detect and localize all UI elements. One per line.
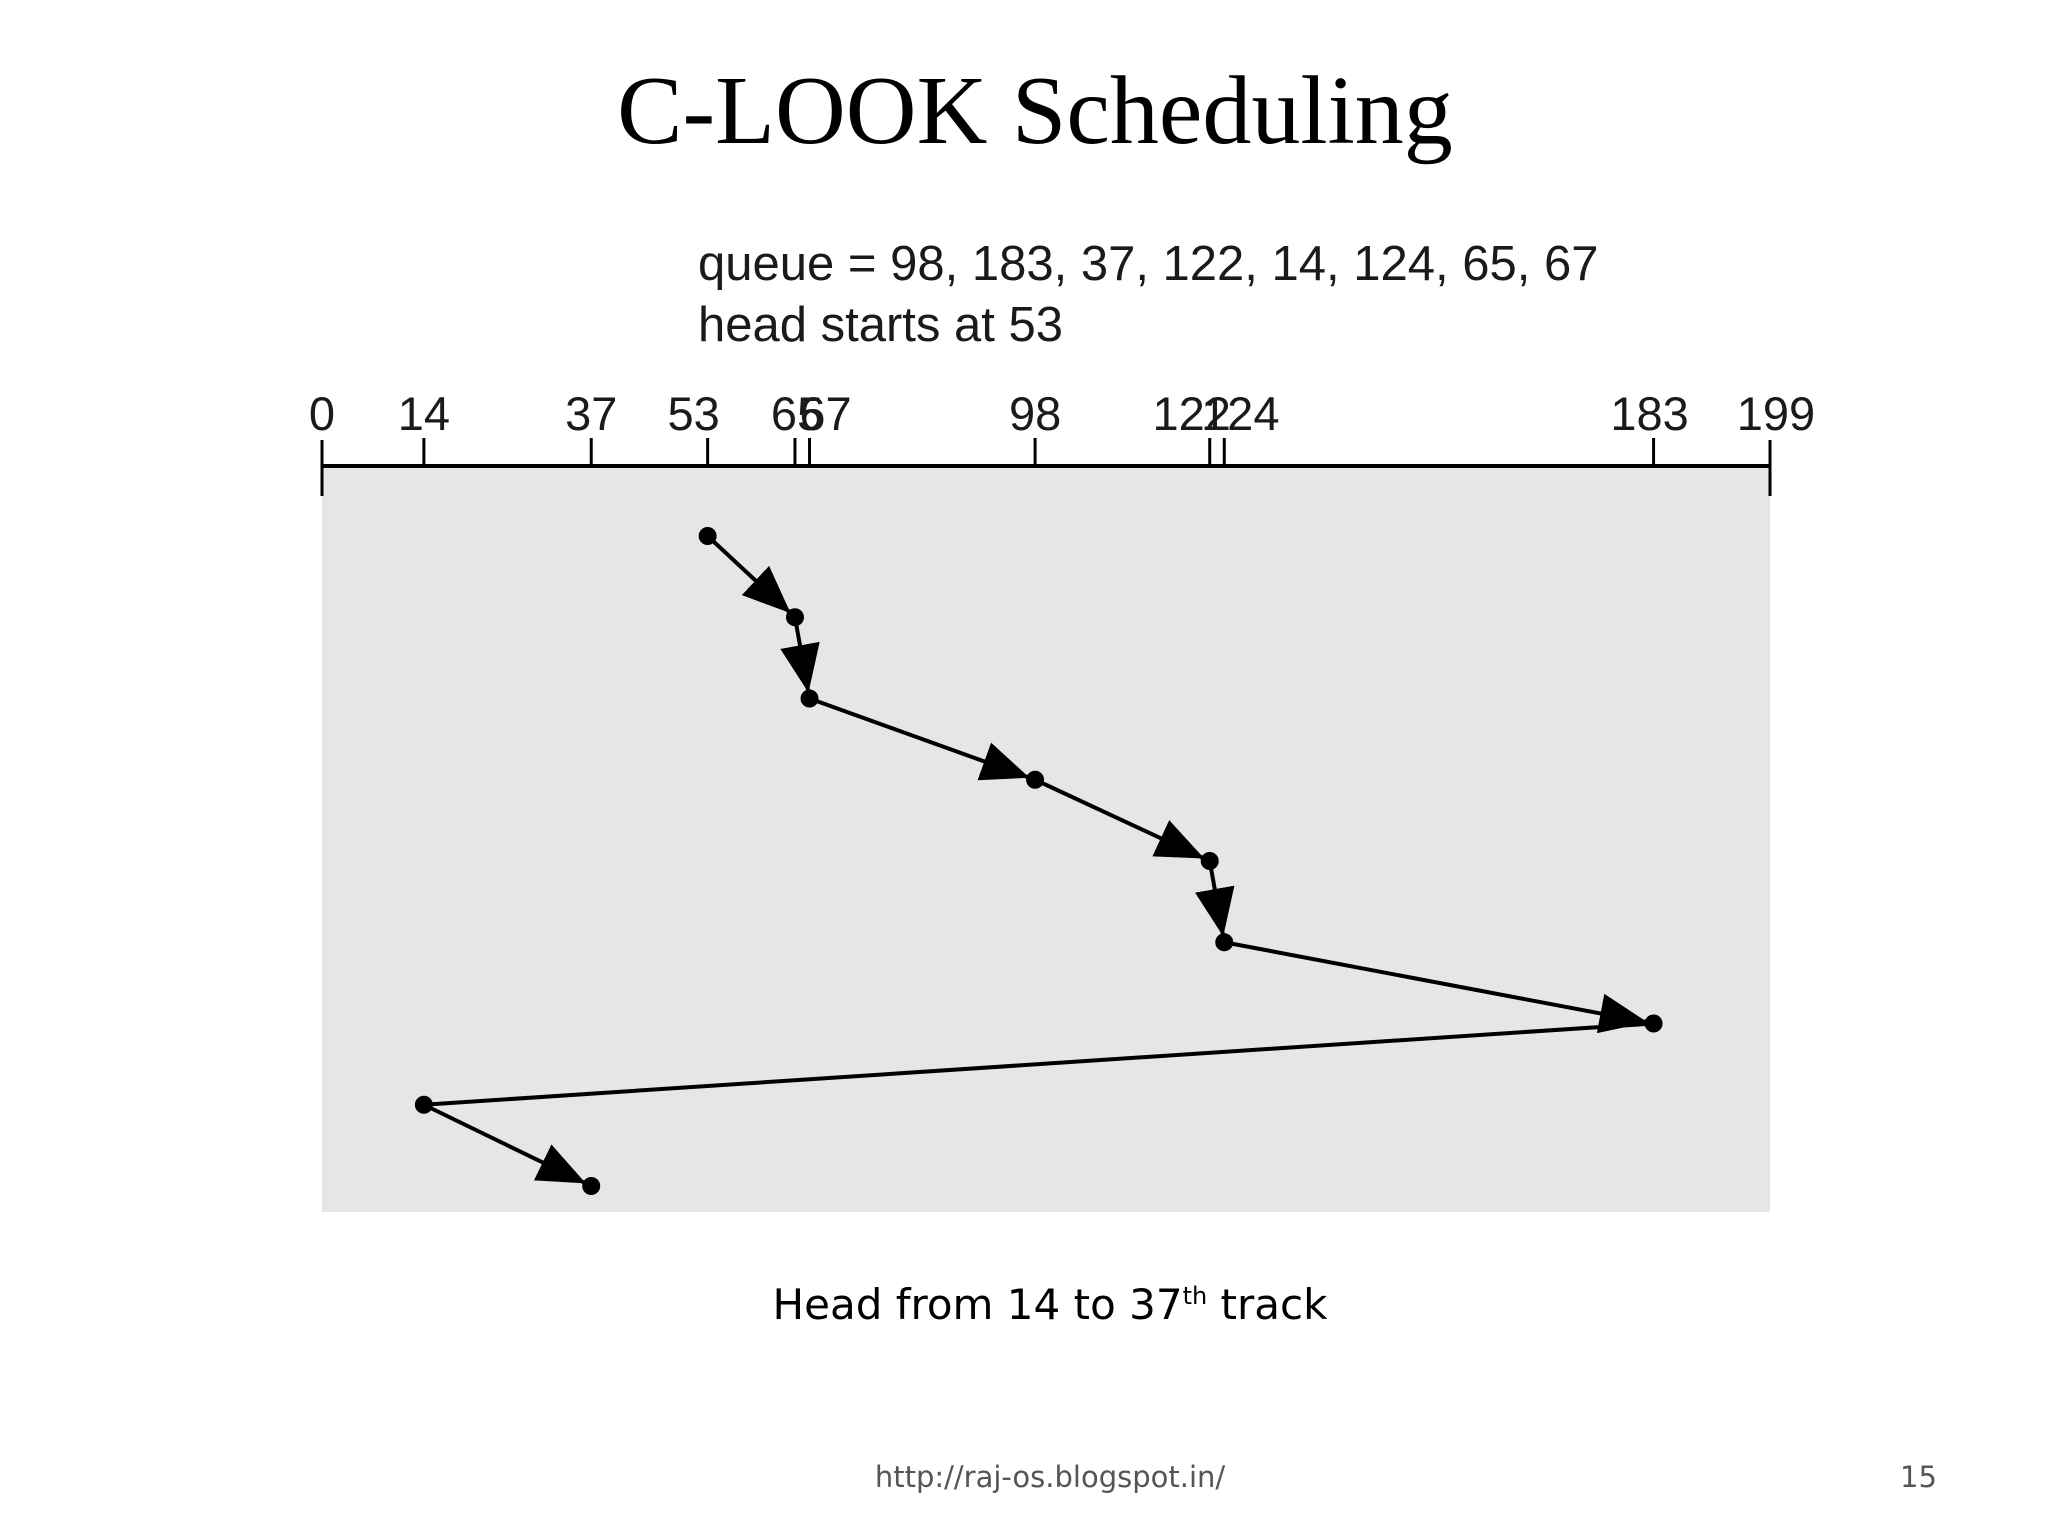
tick-label: 37 — [565, 387, 617, 440]
tick-label: 199 — [1737, 387, 1815, 440]
path-segment — [1223, 940, 1654, 1026]
diagram-panel — [322, 464, 1770, 1212]
request-point — [785, 608, 804, 627]
tick-label: 14 — [398, 387, 450, 440]
slide-title: C-LOOK Scheduling — [617, 57, 1453, 165]
tick-label: 0 — [309, 387, 335, 440]
caption-main: Head from 14 to 37 — [772, 1280, 1183, 1329]
request-point — [1200, 852, 1219, 870]
slide-caption: Head from 14 to 37th track — [0, 1280, 2048, 1329]
request-point — [1026, 770, 1045, 789]
request-points — [414, 527, 1663, 1195]
request-point — [800, 689, 819, 708]
request-point — [698, 527, 717, 545]
tick-label: 124 — [1201, 387, 1279, 440]
tick-label: 65 — [771, 387, 823, 440]
head-start-text: head starts at 53 — [698, 298, 1063, 352]
request-point — [1644, 1014, 1663, 1033]
caption-end: track — [1207, 1280, 1328, 1329]
head-path — [422, 534, 1654, 1188]
request-point — [582, 1177, 601, 1195]
tick-label: 67 — [799, 387, 851, 440]
jump-segment — [423, 1021, 1654, 1107]
queue-text: queue = 98, 183, 37, 122, 14, 124, 65, 6… — [698, 237, 1598, 291]
footer-url: http://raj-os.blogspot.in/ — [874, 1460, 1226, 1494]
request-point — [414, 1095, 433, 1114]
tick-label: 183 — [1610, 387, 1688, 440]
tick-label: 53 — [668, 387, 720, 440]
caption-superscript: th — [1182, 1282, 1208, 1310]
tick-label: 122 — [1153, 387, 1231, 440]
page-number: 15 — [1900, 1460, 1937, 1494]
tick-label: 98 — [1009, 387, 1061, 440]
request-point — [1215, 933, 1234, 952]
